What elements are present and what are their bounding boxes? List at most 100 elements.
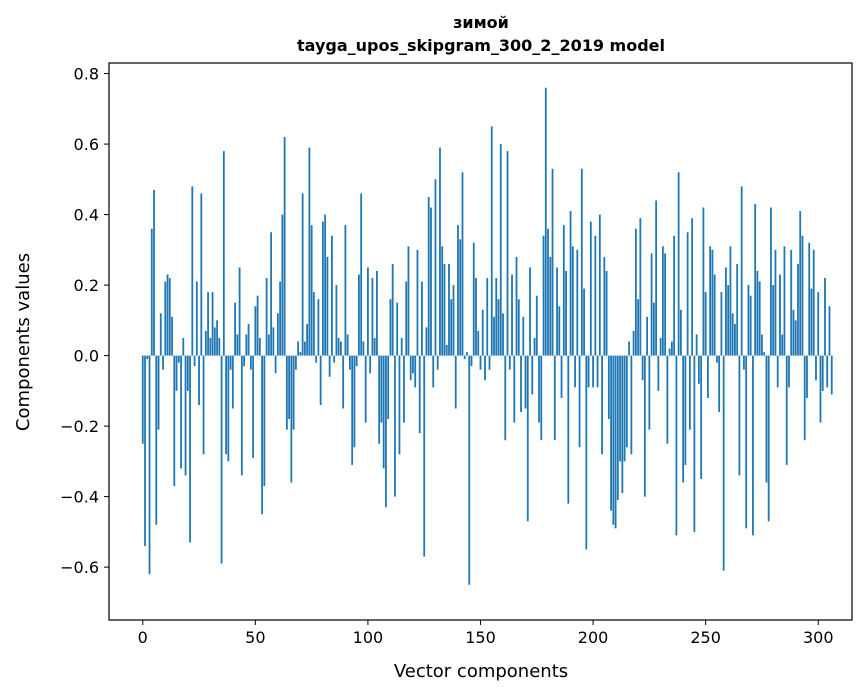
bar bbox=[533, 337, 536, 356]
bar bbox=[691, 218, 694, 356]
bar bbox=[443, 263, 446, 356]
bar bbox=[308, 147, 311, 356]
bar bbox=[614, 355, 617, 529]
bar bbox=[770, 207, 772, 356]
bar bbox=[828, 306, 831, 356]
bar bbox=[612, 355, 615, 525]
bar bbox=[270, 232, 273, 356]
bar bbox=[776, 355, 779, 388]
bar bbox=[619, 355, 621, 462]
bar bbox=[549, 256, 552, 356]
bar bbox=[231, 355, 234, 409]
bar bbox=[351, 355, 354, 465]
bar bbox=[247, 323, 250, 356]
bar bbox=[144, 355, 146, 546]
bar bbox=[385, 355, 387, 508]
bar bbox=[743, 355, 745, 370]
bar bbox=[781, 334, 784, 356]
bar bbox=[331, 235, 333, 356]
bar bbox=[337, 337, 340, 356]
bar bbox=[709, 246, 712, 356]
bar bbox=[749, 295, 752, 356]
bar bbox=[655, 200, 658, 356]
bar bbox=[727, 285, 730, 356]
bar bbox=[249, 355, 252, 370]
bar bbox=[425, 327, 428, 356]
bar bbox=[166, 274, 169, 356]
bar bbox=[225, 355, 227, 455]
bar bbox=[693, 355, 696, 532]
bar bbox=[403, 355, 405, 423]
bar bbox=[162, 355, 164, 370]
bar bbox=[373, 337, 376, 356]
x-tick-label: 250 bbox=[690, 628, 721, 647]
bar bbox=[470, 355, 473, 367]
bar bbox=[290, 355, 293, 483]
bar bbox=[670, 341, 673, 356]
bar bbox=[171, 316, 173, 356]
bar bbox=[288, 355, 291, 420]
bar bbox=[695, 334, 698, 356]
bar bbox=[594, 235, 597, 356]
bar bbox=[630, 355, 633, 455]
x-tick-label: 100 bbox=[353, 628, 384, 647]
bar bbox=[567, 355, 570, 504]
bar bbox=[358, 274, 360, 356]
bar bbox=[495, 278, 498, 356]
bar bbox=[245, 334, 248, 356]
bar bbox=[560, 355, 563, 398]
bar bbox=[294, 355, 297, 370]
plot-frame bbox=[108, 62, 853, 621]
bar bbox=[387, 355, 390, 420]
bar bbox=[830, 355, 833, 395]
bar bbox=[193, 355, 196, 367]
bar bbox=[585, 355, 588, 550]
bar bbox=[625, 355, 628, 448]
bar bbox=[821, 355, 824, 391]
bar bbox=[292, 355, 295, 430]
bar bbox=[378, 355, 381, 444]
bar bbox=[204, 330, 207, 356]
bar bbox=[529, 267, 531, 356]
y-tick-label: 0.8 bbox=[74, 65, 99, 84]
bar bbox=[189, 355, 191, 543]
bar bbox=[418, 355, 421, 434]
bar bbox=[628, 341, 630, 356]
bar bbox=[499, 144, 502, 356]
bar bbox=[439, 147, 441, 356]
bar bbox=[544, 87, 547, 356]
bar bbox=[682, 355, 685, 483]
bar bbox=[146, 355, 149, 360]
bar bbox=[531, 355, 534, 395]
bar bbox=[452, 285, 455, 356]
bar bbox=[256, 295, 259, 356]
bar bbox=[517, 299, 520, 356]
bar bbox=[355, 355, 358, 367]
bar bbox=[360, 193, 363, 356]
bar bbox=[623, 355, 626, 462]
x-tick-label: 300 bbox=[803, 628, 834, 647]
bar bbox=[236, 334, 239, 356]
bar bbox=[668, 348, 671, 356]
bar bbox=[767, 355, 770, 522]
bar bbox=[198, 355, 200, 405]
bar bbox=[427, 196, 430, 356]
bar bbox=[299, 352, 302, 356]
bar bbox=[409, 355, 412, 381]
bar bbox=[371, 278, 374, 356]
bar bbox=[502, 313, 504, 356]
bar bbox=[792, 309, 795, 356]
bar bbox=[477, 330, 480, 356]
bar bbox=[457, 225, 459, 356]
bar bbox=[317, 299, 320, 356]
bar bbox=[643, 355, 646, 497]
bar bbox=[301, 193, 304, 356]
bar bbox=[490, 126, 493, 356]
bar bbox=[661, 246, 664, 356]
bar bbox=[461, 172, 464, 356]
bar bbox=[713, 274, 716, 356]
bar bbox=[211, 292, 214, 356]
bar bbox=[785, 355, 788, 465]
bar bbox=[274, 355, 277, 374]
